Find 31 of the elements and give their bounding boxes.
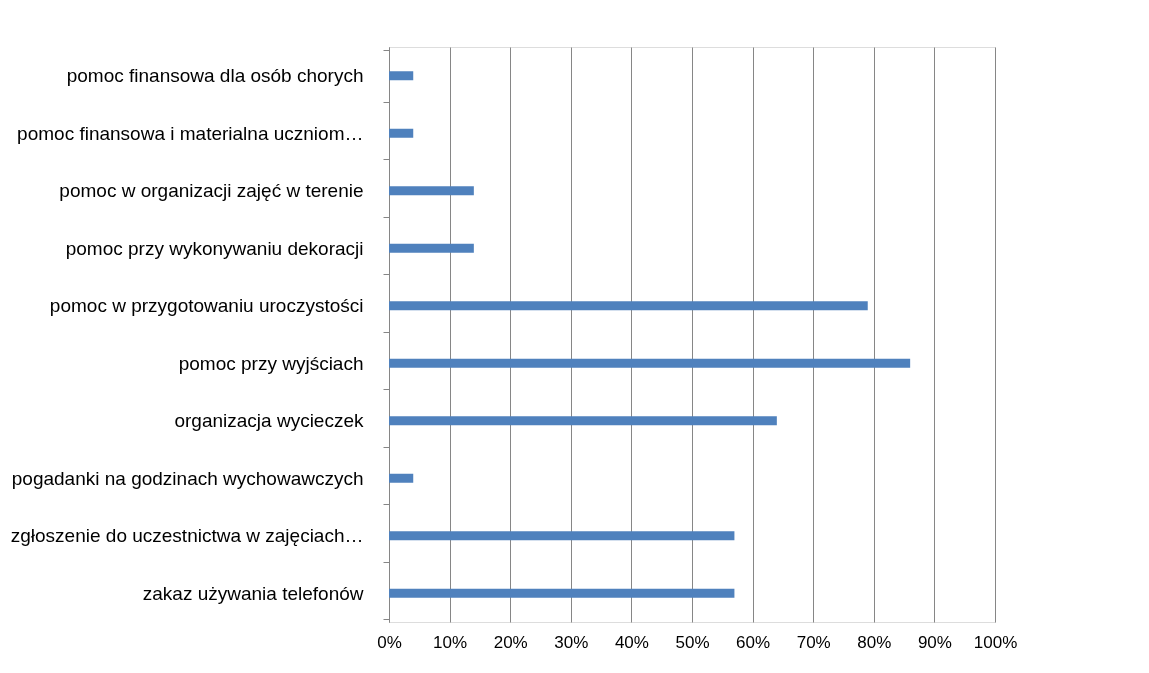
y-tick-label: pomoc w organizacji zajęć w terenie [59,180,364,202]
x-tick-label: 0% [377,632,402,652]
x-tick-label: 10% [433,632,468,652]
x-tick-label: 80% [857,632,892,652]
bar [389,128,414,138]
y-tick-label: organizacja wycieczek [174,410,364,432]
bar [389,416,777,426]
x-tick-label: 40% [614,632,649,652]
bar [389,473,414,483]
y-tick-label: zakaz używania telefonów [142,582,364,604]
y-tick-label: pomoc finansowa dla osób chorych [66,65,364,87]
y-tick-label: pomoc finansowa i materialna uczniom… [17,122,364,144]
y-tick-label: pomoc przy wykonywaniu dekoracji [65,237,364,259]
bar [389,186,474,196]
y-tick-label: zgłoszenie do uczestnictwa w zajęciach… [10,525,364,547]
x-tick-label: 100% [973,632,1018,652]
x-tick-label: 50% [675,632,710,652]
x-tick-label: 30% [554,632,589,652]
bar [389,243,474,253]
bar [389,358,911,368]
bar [389,301,868,311]
bar [389,71,414,81]
x-tick-label: 70% [796,632,831,652]
x-tick-label: 60% [736,632,771,652]
x-tick-label: 90% [917,632,952,652]
bar [389,531,735,541]
bar [389,588,735,598]
y-tick-label: pomoc przy wyjściach [178,352,364,374]
y-tick-label: pogadanki na godzinach wychowawczych [11,467,364,489]
y-tick-label: pomoc w przygotowaniu uroczystości [49,295,364,317]
x-tick-label: 20% [493,632,528,652]
